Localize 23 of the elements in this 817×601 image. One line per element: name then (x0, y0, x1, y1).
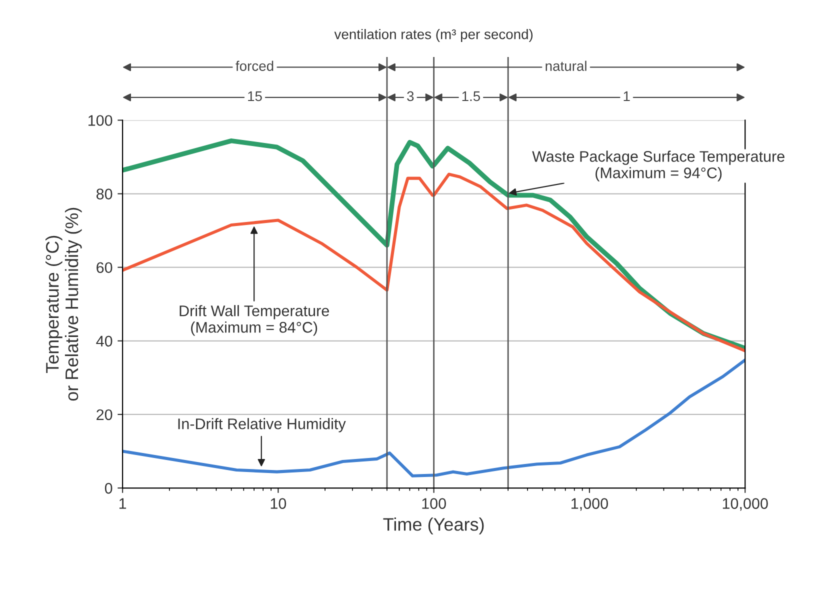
x-tick-label: 1 (119, 498, 126, 509)
x-tick-label: 1,000 (572, 498, 608, 511)
annotation: Drift Wall Temperature (Maximum = 84°C) (180, 305, 329, 336)
x-tick-label: 10,000 (722, 498, 768, 511)
y-axis-title: Temperature (°C) or Relative Humidity (%) (46, 208, 82, 401)
x-axis-title: Time (Years) (383, 518, 484, 534)
annotation: Waste Package Surface Temperature (Maximum = 94°C) (532, 150, 784, 182)
y-tick-label: 40 (96, 336, 112, 347)
text: 1.5 (462, 91, 480, 102)
chart-title: ventilation rates (m³ per second) (334, 29, 533, 42)
y-tick-label: 20 (96, 409, 112, 420)
x-tick-label: 10 (270, 498, 286, 509)
y-tick-label: 0 (104, 482, 112, 494)
x-tick-label: 100 (422, 498, 446, 509)
y-tick-label: 60 (96, 262, 112, 274)
text: natural (546, 60, 586, 71)
text: 15 (248, 91, 262, 102)
y-tick-label: 80 (96, 188, 112, 200)
annotation: In-Drift Relative Humidity (178, 418, 346, 432)
text: 1 (624, 91, 630, 101)
text: 3 (407, 91, 414, 102)
y-tick-label: 100 (88, 115, 112, 126)
text: forced (236, 60, 274, 71)
